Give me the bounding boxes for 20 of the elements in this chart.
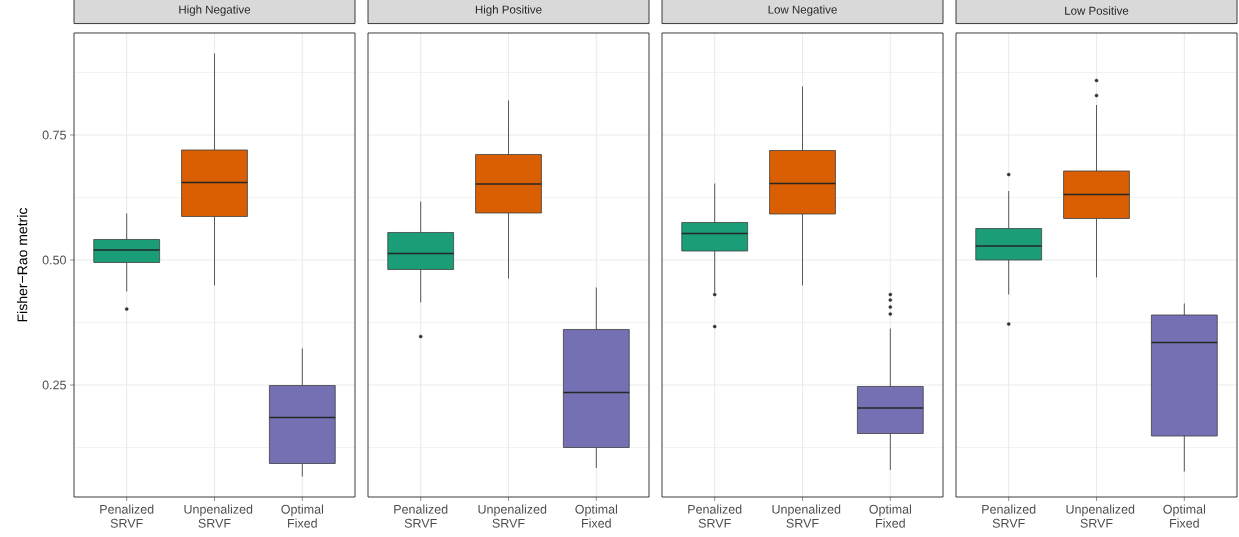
x-tick-label: Unpenalized SRVF — [478, 504, 547, 528]
x-tick-label: Optimal Fixed — [869, 504, 912, 528]
x-tick-label: Penalized SRVF — [688, 504, 742, 528]
y-axis-title: Fisher−Rao metric — [17, 208, 28, 322]
x-tick-label: Penalized SRVF — [982, 504, 1036, 528]
x-tick-label: Optimal Fixed — [575, 504, 618, 528]
x-tick-label: Penalized SRVF — [100, 504, 154, 528]
chart-title: High Negative — [179, 5, 251, 16]
y-tick-label: 0.25 — [42, 380, 66, 390]
x-tick-label: Penalized SRVF — [394, 504, 448, 528]
x-tick-label: Optimal Fixed — [1163, 504, 1206, 528]
chart-title: Low Positive — [1065, 6, 1129, 15]
x-tick-label: Optimal Fixed — [281, 504, 324, 528]
y-tick-label: 0.75 — [42, 130, 66, 140]
x-tick-label: Unpenalized SRVF — [1066, 504, 1135, 528]
y-tick-label: 0.50 — [42, 255, 66, 265]
chart-title: High Positive — [475, 5, 542, 16]
x-tick-label: Unpenalized SRVF — [772, 504, 841, 528]
x-tick-label: Unpenalized SRVF — [184, 504, 253, 528]
chart-title: Low Negative — [768, 5, 837, 16]
